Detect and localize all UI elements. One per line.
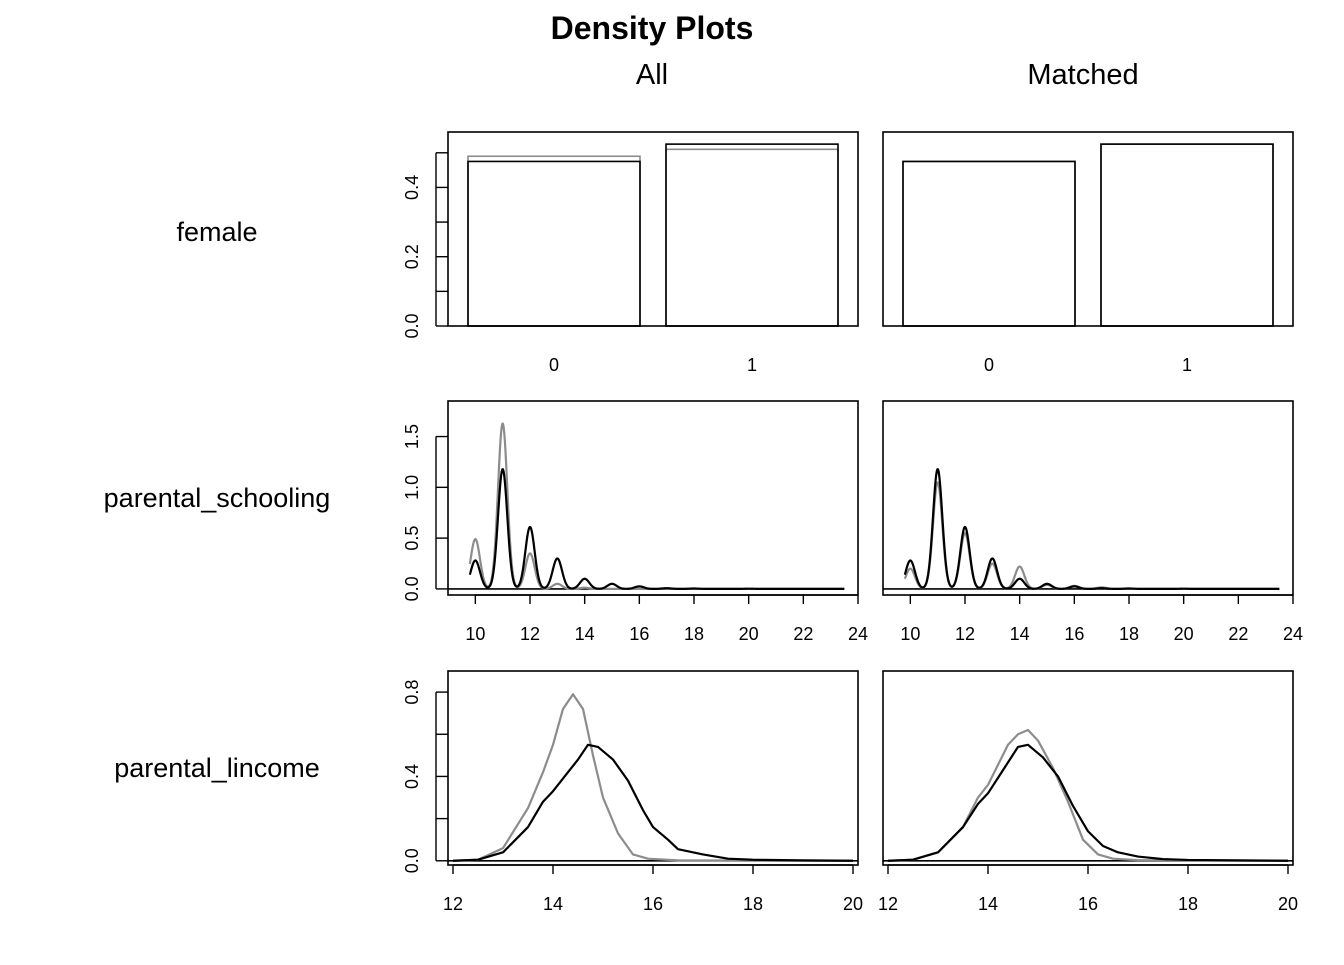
chart-title: Density Plots <box>551 10 754 46</box>
x-tick-parental-lincome-all-16: 16 <box>643 894 663 914</box>
x-tick-female-matched-1: 1 <box>1182 355 1192 375</box>
x-tick-parental-schooling-matched-18: 18 <box>1119 624 1139 644</box>
bar-female-all-control-0 <box>467 155 641 327</box>
column-title-matched: Matched <box>1027 59 1138 91</box>
y-tick-parental-schooling-1.5: 1.5 <box>402 424 422 449</box>
panel-grid: 0 10.00.20.40 110 12 14 16 18 20 22 240.00.51.01.… <box>402 131 1303 914</box>
x-tick-parental-schooling-all-10: 10 <box>465 624 485 644</box>
x-tick-parental-schooling-matched-22: 22 <box>1228 624 1248 644</box>
x-tick-parental-schooling-all-16: 16 <box>629 624 649 644</box>
panel-female-all: 0 1 0.0 0.2 0.4 <box>402 131 859 375</box>
row-label-parental-schooling: parental_schooling <box>104 483 331 513</box>
y-tick-parental-schooling-1: 1.0 <box>402 475 422 500</box>
density-line-parental-schooling-all-control <box>468 422 845 591</box>
panel-frame-parental-schooling-matched <box>882 400 1294 596</box>
row-label-female: female <box>176 217 257 247</box>
y-tick-female-0.4: 0.4 <box>402 175 422 200</box>
panel-frame-female-matched <box>882 131 1294 327</box>
x-tick-parental-schooling-all-24: 24 <box>848 624 868 644</box>
bar-female-matched-treated-1 <box>1100 143 1274 327</box>
bar-female-all-control-1 <box>665 148 839 327</box>
panel-frame-parental-schooling-all <box>447 400 859 596</box>
density-line-parental-lincome-matched-treated <box>887 743 1289 862</box>
y-tick-parental-lincome-0.4: 0.4 <box>402 764 422 789</box>
row-label-parental-lincome: parental_lincome <box>114 753 320 783</box>
density-line-parental-schooling-matched-treated <box>903 468 1280 591</box>
x-tick-parental-lincome-all-18: 18 <box>743 894 763 914</box>
panel-frame-parental-lincome-matched <box>882 670 1294 866</box>
x-tick-parental-lincome-matched-16: 16 <box>1078 894 1098 914</box>
panel-frame-female-all <box>447 131 859 327</box>
x-tick-parental-schooling-all-22: 22 <box>793 624 813 644</box>
x-tick-parental-schooling-matched-10: 10 <box>900 624 920 644</box>
x-tick-parental-schooling-matched-12: 12 <box>955 624 975 644</box>
bar-female-matched-control-1 <box>1100 143 1274 327</box>
x-tick-parental-lincome-all-12: 12 <box>443 894 463 914</box>
density-line-parental-schooling-all-treated <box>468 468 845 591</box>
x-tick-parental-lincome-matched-14: 14 <box>978 894 998 914</box>
x-tick-parental-lincome-matched-12: 12 <box>878 894 898 914</box>
column-title-all: All <box>636 59 668 91</box>
y-tick-parental-lincome-0.8: 0.8 <box>402 680 422 705</box>
density-line-parental-lincome-all-treated <box>452 743 854 862</box>
x-tick-parental-schooling-matched-16: 16 <box>1064 624 1084 644</box>
y-tick-parental-schooling-0: 0.0 <box>402 576 422 601</box>
panel-parental-schooling-all: 10 12 14 16 18 20 22 24 0.0 0.5 1.0 1.5 <box>402 400 868 644</box>
x-tick-parental-schooling-all-20: 20 <box>739 624 759 644</box>
x-tick-parental-schooling-all-18: 18 <box>684 624 704 644</box>
bar-female-matched-control-0 <box>902 160 1076 327</box>
x-tick-female-matched-0: 0 <box>984 355 994 375</box>
x-tick-parental-lincome-matched-20: 20 <box>1278 894 1298 914</box>
y-tick-parental-lincome-0: 0.0 <box>402 848 422 873</box>
x-tick-parental-lincome-all-14: 14 <box>543 894 563 914</box>
x-tick-parental-schooling-matched-24: 24 <box>1283 624 1303 644</box>
x-tick-parental-schooling-matched-14: 14 <box>1010 624 1030 644</box>
x-tick-parental-schooling-matched-20: 20 <box>1174 624 1194 644</box>
y-tick-female-0.2: 0.2 <box>402 244 422 269</box>
density-line-parental-schooling-matched-control <box>903 481 1280 591</box>
x-tick-parental-lincome-all-20: 20 <box>843 894 863 914</box>
x-tick-parental-lincome-matched-18: 18 <box>1178 894 1198 914</box>
y-tick-parental-schooling-0.5: 0.5 <box>402 526 422 551</box>
panel-parental-lincome-matched: 12 14 16 18 20 <box>878 670 1298 914</box>
x-tick-female-all-0: 0 <box>549 355 559 375</box>
bar-female-all-treated-0 <box>467 160 641 327</box>
bar-female-all-treated-1 <box>665 143 839 327</box>
x-tick-parental-schooling-all-14: 14 <box>575 624 595 644</box>
panel-parental-lincome-all: 12 14 16 18 20 0.0 0.4 0.8 <box>402 670 863 914</box>
y-tick-female-0: 0.0 <box>402 313 422 338</box>
density-line-parental-lincome-all-control <box>452 693 854 862</box>
panel-parental-schooling-matched: 10 12 14 16 18 20 22 24 <box>882 400 1303 644</box>
x-tick-female-all-1: 1 <box>747 355 757 375</box>
bar-female-matched-treated-0 <box>902 160 1076 327</box>
x-tick-parental-schooling-all-12: 12 <box>520 624 540 644</box>
panel-frame-parental-lincome-all <box>447 670 859 866</box>
